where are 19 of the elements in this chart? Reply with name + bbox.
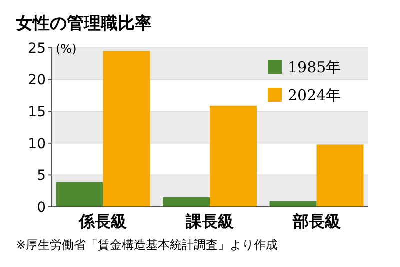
legend-label: 2024年 [288, 86, 342, 104]
text: ※厚生労働省「賃金構造基本統計調査」より作成 [16, 238, 278, 252]
x-tick-label: 部長級 [292, 212, 342, 231]
y-tick-label: 25 [28, 40, 46, 57]
y-tick-label: 10 [28, 136, 46, 152]
y-tick-label: 0 [37, 200, 46, 216]
bar [210, 106, 257, 207]
y-tick-label: 20 [28, 72, 46, 89]
chart-title: 女性の管理職比率 [15, 14, 152, 34]
bar [316, 144, 364, 207]
legend-label: 1985年 [288, 58, 342, 76]
y-axis-title: (%) [56, 42, 77, 56]
bar [56, 182, 104, 207]
y-tick-label: 15 [28, 104, 46, 120]
bar [163, 197, 210, 207]
bar [103, 51, 150, 207]
y-tick-label: 5 [37, 168, 46, 184]
x-tick-label: 課長級 [185, 212, 235, 231]
x-tick-label: 係長級 [78, 212, 128, 231]
